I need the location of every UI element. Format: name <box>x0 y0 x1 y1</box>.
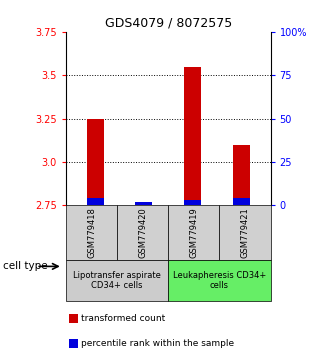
Bar <box>233 144 250 205</box>
Text: cell type: cell type <box>3 261 48 272</box>
Text: GSM779421: GSM779421 <box>241 207 249 258</box>
Bar <box>135 202 152 205</box>
Text: GSM779418: GSM779418 <box>87 207 96 258</box>
Text: transformed count: transformed count <box>81 314 165 323</box>
Text: Lipotransfer aspirate
CD34+ cells: Lipotransfer aspirate CD34+ cells <box>73 271 161 290</box>
Bar <box>184 67 201 205</box>
Text: Leukapheresis CD34+
cells: Leukapheresis CD34+ cells <box>173 271 266 290</box>
Bar <box>233 198 250 205</box>
Bar <box>87 198 104 205</box>
Text: GSM779420: GSM779420 <box>138 207 147 258</box>
Bar <box>184 200 201 205</box>
Title: GDS4079 / 8072575: GDS4079 / 8072575 <box>105 16 232 29</box>
Text: GSM779419: GSM779419 <box>189 207 198 258</box>
Text: percentile rank within the sample: percentile rank within the sample <box>81 339 234 348</box>
Bar <box>87 119 104 205</box>
